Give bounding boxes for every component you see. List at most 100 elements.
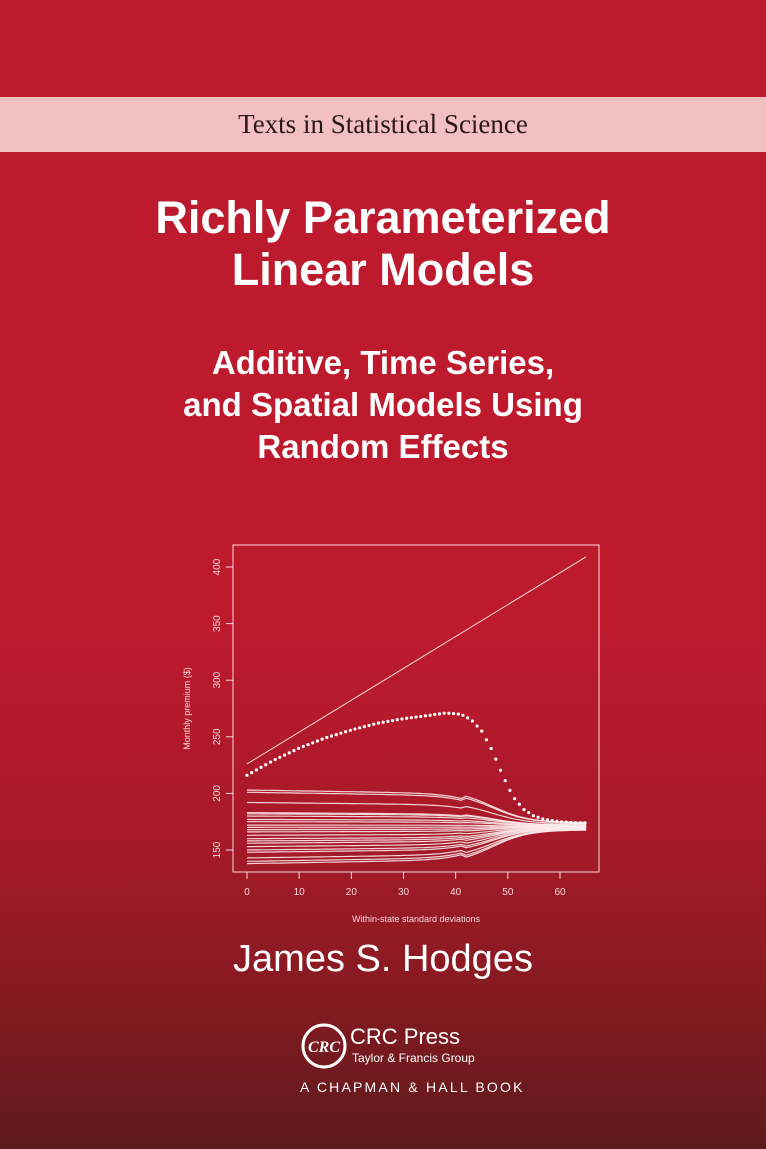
curve-point [456,712,460,716]
curve-point [531,814,535,818]
y-tick-label: 300 [212,671,223,688]
curve-point [447,711,451,715]
curve-point [395,718,399,722]
curve-point [409,716,413,720]
curve-point [470,719,474,723]
curve-point [437,712,442,716]
curve-point [475,724,479,728]
curve-point [578,821,582,825]
state-line [247,801,587,825]
curve-point [541,817,545,821]
state-line [247,821,587,827]
curve-point [451,712,456,716]
curve-point [372,722,376,726]
curve-point [564,820,568,824]
curve-point [550,818,554,823]
curve-point [400,717,404,721]
curve-point [517,802,521,806]
curve-point [381,720,385,724]
curve-point [419,714,423,719]
x-tick-label: 50 [502,887,514,898]
crc-logo-icon: CRC [301,1023,347,1069]
subtitle-line: Additive, Time Series, [211,344,555,381]
curve-point [250,771,254,775]
subtitle-line: Random Effects [257,428,509,465]
curve-point [325,735,329,740]
subtitle-line: and Spatial Models Using [183,386,583,423]
curve-point [480,729,484,733]
curve-point [334,733,338,737]
state-line [247,826,587,833]
svg-text:CRC: CRC [308,1039,340,1056]
curve-point [329,734,334,738]
publisher-name: CRC Press [350,1024,461,1049]
curve-point [536,815,540,819]
curve-point [508,788,512,792]
y-tick-label: 200 [212,785,223,802]
curve-point [264,763,268,767]
series-band: Texts in Statistical Science [0,97,766,152]
curve-point [494,757,498,761]
curve-point [376,721,381,725]
state-line [247,827,587,844]
curve-point [583,821,587,825]
x-tick-label: 20 [346,887,358,898]
pooled-line [246,556,587,765]
author-name: James S. Hodges [233,938,533,980]
curve-point [315,739,320,743]
curve-point [245,773,249,777]
curve-point [386,719,390,724]
x-tick-label: 40 [450,887,462,898]
curve-point [348,728,352,732]
x-axis-label: Within-state standard deviations [352,914,481,924]
curve-point [353,727,357,731]
state-line [247,826,587,836]
curve-point [442,711,446,715]
state-line [247,827,587,848]
curve-point [461,713,465,717]
curve-point [306,743,310,747]
curve-point [343,730,348,734]
curve-point [320,737,324,741]
y-tick-label: 150 [212,841,223,858]
curve-point [484,738,489,742]
curve-point [466,716,470,720]
curve-point [339,731,343,735]
curve-point [433,712,437,717]
curve-point [555,819,559,823]
plot-frame [232,544,600,873]
curve-point [414,715,418,719]
curve-point [513,797,517,801]
curve-point [405,716,409,720]
curve-point [503,779,507,783]
curve-point [273,757,277,762]
x-tick-label: 10 [294,887,306,898]
curve-point [301,744,305,749]
curve-point [574,821,578,825]
x-tick-label: 60 [554,887,566,898]
curve-point [278,755,282,759]
state-line [246,828,587,853]
x-tick-label: 0 [244,887,250,898]
state-line [246,829,587,865]
curve-point [498,768,503,772]
curve-point [311,741,315,745]
curve-point [489,746,493,751]
curve-point [362,725,366,729]
cover-chart: 0 10 20 30 40 50 60 150 200 250 300 350 400 Within-st… [182,544,600,924]
curve-point [282,753,287,757]
curve-point [259,765,263,769]
curve-point [268,760,273,764]
curve-point [428,713,432,717]
title-line: Richly Parameterized [155,192,611,243]
y-tick-label: 250 [212,728,223,745]
publisher-block: CRC CRC Press Taylor & Francis Group A C… [300,1022,530,1102]
curve-point [423,714,428,718]
curve-point [527,811,531,815]
curve-point [545,818,550,822]
book-subtitle: Additive, Time Series, and Spatial Model… [0,342,766,468]
curve-point [569,820,573,825]
publisher-group: Taylor & Francis Group [352,1051,475,1065]
curve-point [390,718,395,723]
state-line [247,791,587,824]
